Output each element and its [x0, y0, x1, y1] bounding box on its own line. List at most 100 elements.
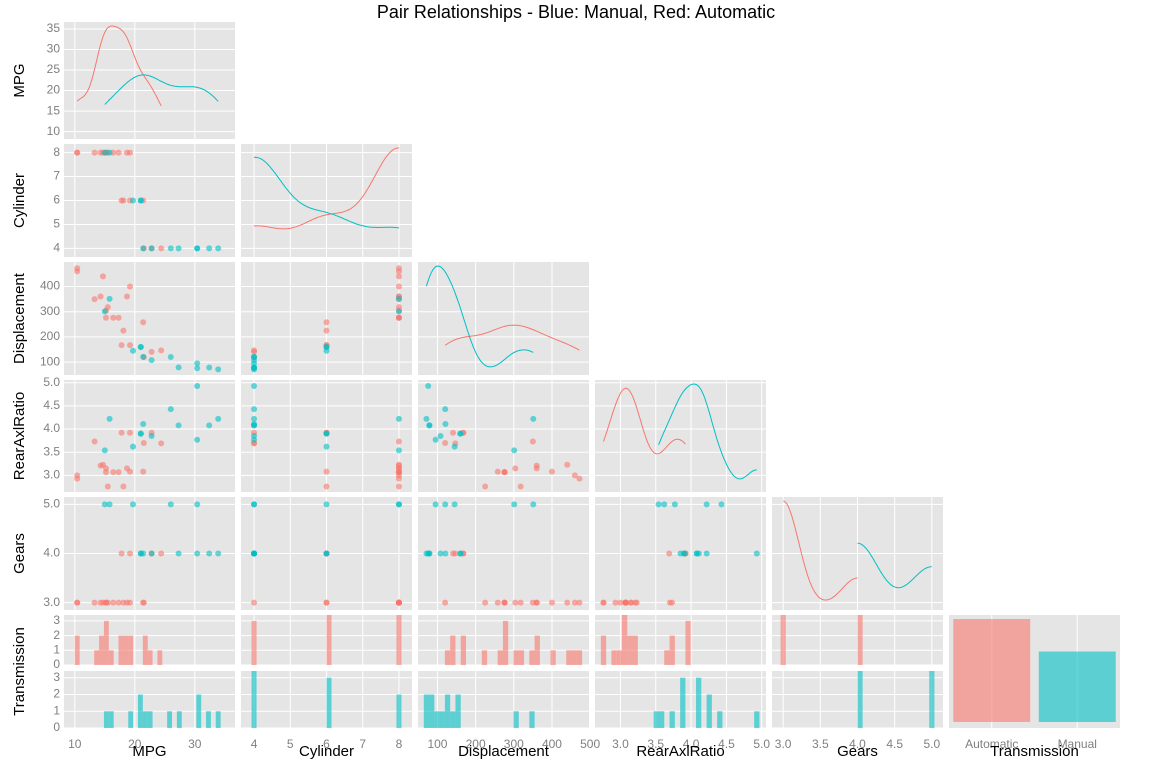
chart-title: Pair Relationships - Blue: Manual, Red: … — [377, 2, 775, 22]
scatter-point — [425, 383, 432, 390]
scatter-point — [669, 599, 676, 606]
scatter-point — [74, 149, 81, 156]
row-axis-title: RearAxlRatio — [11, 392, 28, 480]
y-tick-label: 6 — [53, 193, 60, 207]
scatter-point — [451, 443, 458, 450]
histogram-bar — [717, 711, 723, 728]
x-tick-label: 4.0 — [849, 737, 866, 751]
scatter-point — [91, 438, 98, 445]
scatter-point — [251, 599, 258, 606]
y-tick-label: 4 — [53, 241, 60, 255]
scatter-point — [140, 353, 147, 360]
scatter-point — [703, 550, 710, 557]
scatter-point — [194, 365, 201, 372]
y-tick-label: 100 — [40, 354, 60, 368]
scatter-point — [576, 599, 583, 606]
scatter-point — [115, 314, 122, 321]
histogram-bar — [74, 635, 80, 665]
scatter-point — [501, 599, 508, 606]
scatter-point — [323, 468, 330, 475]
x-tick-label: 5 — [287, 737, 294, 751]
scatter-point — [115, 149, 122, 156]
density-line — [253, 156, 400, 229]
scatter-point — [530, 501, 537, 508]
y-tick-label: 3.0 — [43, 468, 60, 482]
scatter-point — [167, 501, 174, 508]
panel-marks — [74, 501, 222, 606]
scatter-point — [74, 472, 81, 479]
histogram-bar — [455, 694, 461, 728]
histogram-bar — [696, 677, 702, 728]
scatter-point — [677, 550, 684, 557]
scatter-point — [130, 501, 136, 508]
scatter-point — [158, 440, 165, 447]
density-line — [444, 324, 580, 351]
panel-background — [418, 262, 589, 375]
scatter-point — [206, 245, 213, 252]
bar — [953, 619, 1031, 722]
scatter-point — [148, 245, 155, 252]
scatter-point — [323, 327, 330, 334]
scatter-point — [140, 420, 147, 427]
panel-background — [595, 380, 766, 492]
scatter-point — [127, 550, 133, 557]
y-tick-label: 3 — [53, 613, 60, 627]
scatter-point — [612, 599, 619, 606]
histogram-bar — [621, 615, 628, 665]
scatter-point — [512, 465, 519, 472]
histogram-bar — [103, 620, 109, 665]
x-tick-label: 3.5 — [812, 737, 829, 751]
scatter-point — [137, 430, 144, 437]
scatter-point — [457, 550, 464, 557]
scatter-point — [120, 327, 127, 334]
panel-marks — [780, 615, 863, 665]
histogram-bar — [529, 650, 535, 665]
scatter-point — [130, 443, 136, 450]
scatter-point — [215, 550, 222, 557]
scatter-point — [158, 347, 165, 354]
scatter-point — [91, 149, 98, 156]
y-tick-label: 3.0 — [43, 595, 60, 609]
scatter-point — [323, 550, 330, 557]
x-tick-label: 3.5 — [647, 737, 664, 751]
scatter-point — [194, 501, 201, 508]
panel-marks — [74, 265, 222, 373]
panel-background — [64, 22, 235, 139]
scatter-point — [106, 501, 113, 508]
scatter-point — [323, 599, 330, 606]
scatter-point — [395, 468, 402, 475]
panel-marks — [423, 694, 535, 728]
scatter-point — [482, 599, 489, 606]
scatter-point — [450, 550, 457, 557]
panel-marks — [600, 615, 691, 665]
scatter-point — [437, 433, 444, 439]
scatter-point — [251, 360, 258, 367]
y-tick-label: 4.5 — [43, 398, 60, 412]
histogram-bar — [128, 711, 134, 728]
scatter-point — [140, 319, 147, 326]
x-tick-label: 10 — [68, 737, 82, 751]
scatter-point — [127, 149, 133, 156]
histogram-bar — [167, 711, 173, 728]
scatter-point — [194, 245, 201, 252]
histogram-bar — [669, 635, 675, 665]
panel-marks — [251, 383, 402, 490]
histogram-bar — [857, 671, 863, 728]
histogram-bar — [664, 650, 670, 665]
histogram-bar — [326, 615, 332, 665]
histogram-bar — [576, 650, 583, 665]
scatter-point — [103, 599, 109, 606]
histogram-bar — [600, 635, 607, 665]
scatter-point — [101, 447, 108, 454]
scatter-point — [395, 438, 402, 445]
y-tick-label: 3.5 — [43, 444, 60, 458]
scatter-point — [115, 599, 122, 606]
histogram-bar — [147, 650, 153, 665]
scatter-point — [206, 422, 213, 429]
histogram-bar — [444, 650, 451, 665]
scatter-point — [395, 314, 402, 321]
scatter-point — [442, 406, 449, 413]
histogram-bar — [396, 694, 402, 728]
x-tick-label: 4.5 — [886, 737, 903, 751]
